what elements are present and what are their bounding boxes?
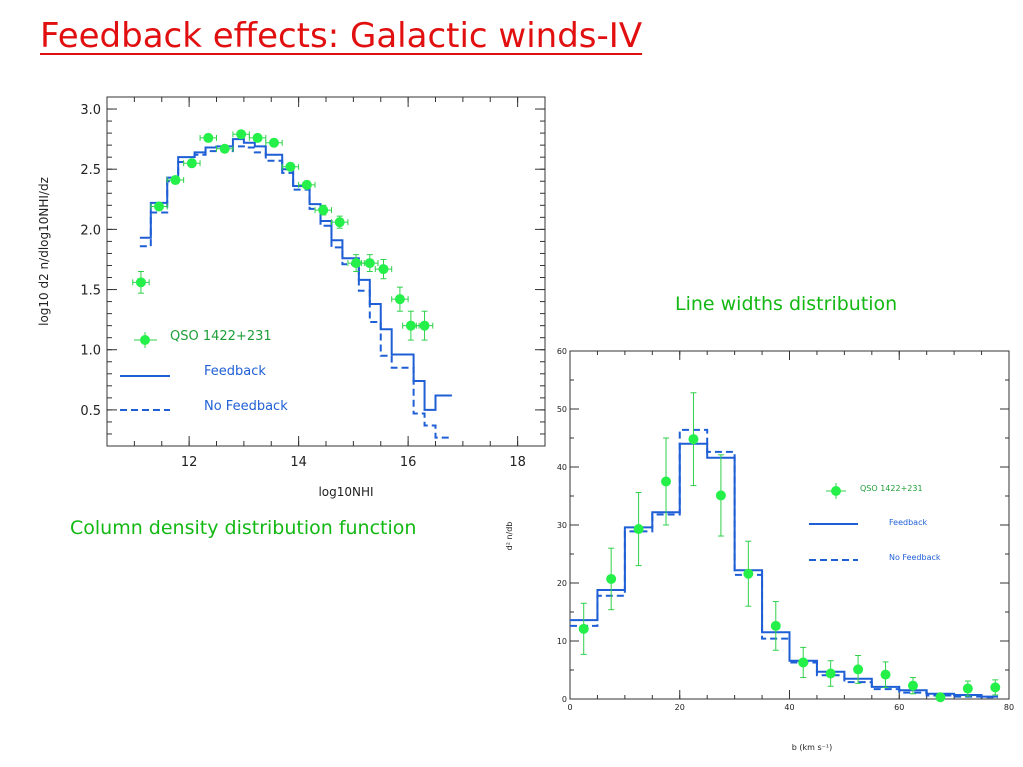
column-density-caption: Column density distribution function xyxy=(70,517,417,539)
data-point xyxy=(135,277,146,288)
y-axis-label: d² n/db xyxy=(505,522,514,551)
data-point xyxy=(578,623,589,634)
y-tick-label: 3.0 xyxy=(80,103,101,118)
data-point xyxy=(351,258,362,269)
data-point xyxy=(252,132,263,143)
legend-label-data: QSO 1422+231 xyxy=(860,484,923,493)
data-point xyxy=(268,137,279,148)
x-tick-label: 40 xyxy=(784,703,794,712)
y-tick-label: 2.5 xyxy=(80,163,101,178)
data-point xyxy=(285,161,296,172)
x-axis-label: b (km s⁻¹) xyxy=(792,743,832,752)
y-tick-label: 40 xyxy=(557,463,567,472)
no-feedback-step-line xyxy=(570,428,999,699)
data-point xyxy=(186,158,197,169)
data-point xyxy=(880,669,891,680)
legend-label-no-feedback: No Feedback xyxy=(889,553,941,562)
data-point xyxy=(743,568,754,579)
data-point xyxy=(606,573,617,584)
x-tick-label: 18 xyxy=(509,455,526,470)
x-tick-label: 12 xyxy=(181,455,198,470)
data-point xyxy=(170,175,181,186)
y-tick-label: 1.0 xyxy=(80,344,101,359)
data-point xyxy=(661,476,672,487)
data-point xyxy=(825,668,836,679)
legend-label-no-feedback: No Feedback xyxy=(204,399,288,414)
data-point xyxy=(935,692,946,703)
data-point xyxy=(688,434,699,445)
y-tick-label: 2.0 xyxy=(80,223,101,238)
data-point xyxy=(301,179,312,190)
y-tick-label: 0 xyxy=(562,695,567,704)
data-point xyxy=(715,490,726,501)
data-point xyxy=(219,143,230,154)
y-tick-label: 30 xyxy=(557,521,567,530)
x-tick-label: 80 xyxy=(1004,703,1014,712)
line-widths-caption: Line widths distribution xyxy=(675,293,898,315)
legend-marker-data xyxy=(140,335,150,345)
data-point xyxy=(236,129,247,140)
data-point xyxy=(853,664,864,675)
data-point xyxy=(990,682,1001,693)
data-point xyxy=(334,217,345,228)
data-point xyxy=(633,524,644,535)
data-point xyxy=(378,264,389,275)
data-point xyxy=(364,258,375,269)
data-point xyxy=(318,205,329,216)
data-point xyxy=(394,294,405,305)
x-tick-label: 16 xyxy=(400,455,417,470)
legend-marker-data xyxy=(831,486,841,496)
x-tick-label: 0 xyxy=(567,703,572,712)
data-point xyxy=(203,132,214,143)
data-point xyxy=(798,657,809,668)
x-tick-label: 60 xyxy=(894,703,904,712)
y-tick-label: 0.5 xyxy=(80,404,101,419)
y-tick-label: 50 xyxy=(557,405,567,414)
legend-label-data: QSO 1422+231 xyxy=(170,329,272,344)
data-point xyxy=(419,320,430,331)
feedback-step-line xyxy=(139,138,452,411)
slide-title: Feedback effects: Galactic winds-IV xyxy=(40,16,643,56)
data-point xyxy=(907,680,918,691)
y-tick-label: 1.5 xyxy=(80,284,101,299)
legend-label-feedback: Feedback xyxy=(204,364,266,379)
data-point xyxy=(405,320,416,331)
y-tick-label: 60 xyxy=(557,347,567,356)
x-tick-label: 14 xyxy=(290,455,307,470)
data-point xyxy=(154,201,165,212)
y-tick-label: 20 xyxy=(557,579,567,588)
data-point xyxy=(962,683,973,694)
data-point xyxy=(770,620,781,631)
y-axis-label: log10 d2 n/dlog10NHI/dz xyxy=(37,177,51,326)
x-tick-label: 20 xyxy=(675,703,685,712)
feedback-step-line xyxy=(570,442,999,698)
legend-label-feedback: Feedback xyxy=(889,518,927,527)
x-axis-label: log10NHI xyxy=(318,485,373,499)
y-tick-label: 10 xyxy=(557,637,567,646)
